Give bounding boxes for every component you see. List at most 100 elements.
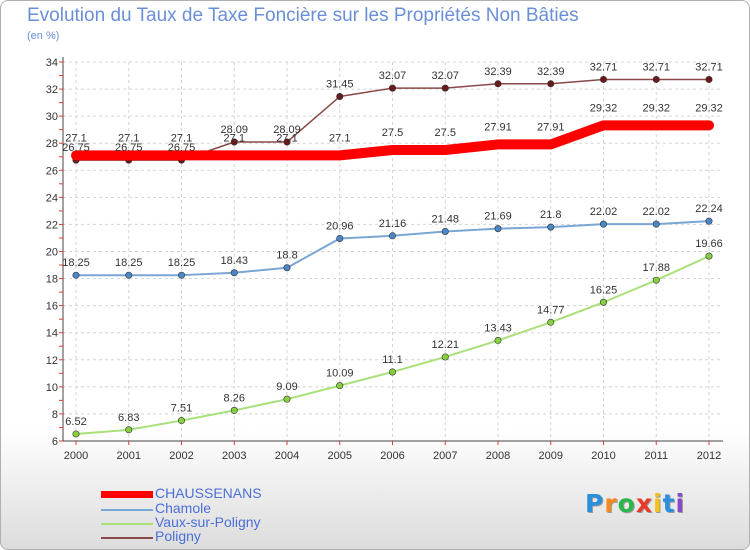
data-label-vaux-sur-poligny: 10.09 [326,368,354,380]
legend-label-chamole: Chamole [155,500,212,516]
data-label-chamole: 22.02 [590,206,618,218]
legend-label-poligny: Poligny [155,528,201,544]
chart-title: Evolution du Taux de Taxe Foncière sur l… [27,5,579,26]
data-label-chaussenans: 27.5 [435,127,456,139]
legend-item-chamole: Chamole [101,500,321,516]
data-label-vaux-sur-poligny: 16.25 [590,284,618,296]
legend-swatch-vaux-sur-poligny [101,523,153,525]
data-label-vaux-sur-poligny: 7.51 [171,403,192,415]
data-label-chaussenans: 29.32 [695,102,723,114]
legend-label-chaussenans: CHAUSSENANS [155,485,262,501]
data-label-poligny: 32.07 [379,70,407,82]
x-tick-label: 2011 [644,450,668,462]
data-point-poligny [388,84,396,92]
data-point-chamole [652,220,660,228]
data-label-chamole: 21.69 [484,211,512,223]
data-point-vaux-sur-poligny [283,395,291,403]
data-label-poligny: 26.75 [62,142,90,154]
data-point-poligny [441,84,449,92]
data-label-chaussenans: 29.32 [590,102,618,114]
data-point-chamole [230,269,238,277]
data-label-chaussenans: 27.1 [65,132,86,144]
data-label-vaux-sur-poligny: 6.83 [118,412,139,424]
data-label-chamole: 18.25 [115,257,143,269]
x-tick-label: 2005 [328,450,352,462]
x-tick-label: 2010 [591,450,615,462]
data-point-vaux-sur-poligny [705,252,713,260]
data-point-vaux-sur-poligny [72,430,80,438]
data-point-vaux-sur-poligny [230,406,238,414]
data-label-poligny: 32.39 [484,66,512,78]
data-label-vaux-sur-poligny: 12.21 [431,339,459,351]
y-tick-label: 16 [46,301,58,313]
data-point-poligny [547,80,555,88]
data-point-poligny [494,80,502,88]
data-label-vaux-sur-poligny: 6.52 [65,416,86,428]
data-point-vaux-sur-poligny [547,318,555,326]
data-point-vaux-sur-poligny [494,336,502,344]
y-tick-label: 10 [46,382,58,394]
data-label-poligny: 28.09 [220,124,248,136]
data-label-chamole: 21.8 [540,209,561,221]
data-label-poligny: 31.45 [326,79,354,91]
data-point-vaux-sur-poligny [336,382,344,390]
x-tick-label: 2008 [486,450,510,462]
data-label-chamole: 18.43 [220,255,248,267]
data-point-chamole [705,217,713,225]
data-label-vaux-sur-poligny: 17.88 [642,262,670,274]
y-tick-label: 22 [46,219,58,231]
data-label-vaux-sur-poligny: 19.66 [695,238,723,250]
legend-swatch-poligny [101,537,153,539]
data-label-chaussenans: 27.1 [276,132,297,144]
data-point-vaux-sur-poligny [125,426,133,434]
data-label-chamole: 20.96 [326,221,354,233]
data-label-poligny: 32.39 [537,66,565,78]
data-label-chaussenans: 27.91 [537,121,565,133]
y-tick-label: 20 [46,247,58,259]
data-point-chamole [283,264,291,272]
y-tick-label: 12 [46,355,58,367]
legend-swatch-chamole [101,509,153,511]
data-label-chamole: 21.16 [379,218,407,230]
x-tick-label: 2004 [275,450,299,462]
data-label-chamole: 22.02 [642,206,670,218]
data-label-vaux-sur-poligny: 13.43 [484,322,512,334]
data-label-chamole: 21.48 [431,213,459,225]
data-label-chaussenans: 27.1 [224,132,245,144]
data-point-chamole [178,271,186,279]
data-label-poligny: 32.07 [431,70,459,82]
y-tick-label: 34 [46,57,58,69]
data-label-vaux-sur-poligny: 14.77 [537,304,565,316]
data-point-vaux-sur-poligny [441,353,449,361]
data-point-chamole [388,232,396,240]
x-tick-label: 2001 [117,450,141,462]
data-label-chaussenans: 27.91 [484,121,512,133]
data-label-poligny: 32.71 [590,61,618,73]
legend-item-vaux-sur-poligny: Vaux-sur-Poligny [101,514,321,530]
data-label-chaussenans: 29.32 [642,102,670,114]
data-point-poligny [652,75,660,83]
data-point-chamole [336,235,344,243]
x-tick-label: 2012 [697,450,721,462]
x-tick-label: 2002 [169,450,193,462]
data-point-poligny [230,138,238,146]
data-point-chamole [72,271,80,279]
data-point-chamole [494,225,502,233]
y-tick-label: 24 [46,192,58,204]
data-label-chaussenans: 27.1 [329,132,350,144]
x-tick-label: 2009 [539,450,563,462]
data-label-poligny: 26.75 [168,142,196,154]
y-tick-label: 30 [46,111,58,123]
proxiti-logo: Proxiti [585,489,686,518]
legend-label-vaux-sur-poligny: Vaux-sur-Poligny [155,514,261,530]
data-point-poligny [283,138,291,146]
data-point-vaux-sur-poligny [388,368,396,376]
y-tick-label: 26 [46,165,58,177]
data-point-chamole [125,271,133,279]
y-tick-label: 18 [46,274,58,286]
y-tick-label: 14 [46,328,58,340]
x-tick-label: 2007 [433,450,457,462]
data-point-poligny [599,75,607,83]
